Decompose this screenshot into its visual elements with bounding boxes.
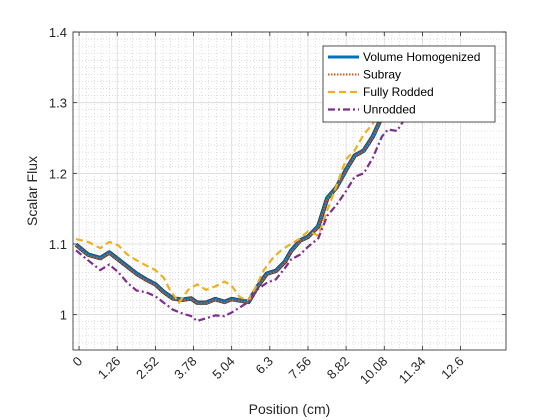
minor-grid	[73, 32, 506, 351]
major-grid	[73, 31, 506, 350]
y-axis-ticks: 1 1.1 1.2 1.3 1.4	[49, 25, 506, 323]
series-line-3	[75, 89, 389, 304]
series-layer	[74, 89, 414, 323]
series-line-2	[75, 103, 389, 305]
legend-label-2: Subray	[363, 68, 401, 82]
legend: Volume Homogenized Subray Fully Rodded Unro…	[322, 45, 496, 123]
y-tick-label: 1.1	[49, 237, 67, 252]
plot-frame	[72, 31, 507, 351]
legend-box	[322, 45, 496, 123]
y-axis-label: Scalar Flux	[24, 156, 40, 226]
y-tick-label: 1.3	[49, 96, 67, 111]
series-line-4	[75, 102, 414, 323]
y-tick-label: 1.2	[49, 166, 67, 181]
x-axis-label: Position (cm)	[249, 401, 331, 417]
legend-label-1: Volume Homogenized	[363, 50, 480, 64]
y-tick-label: 1	[60, 308, 67, 323]
y-tick-label: 1.4	[49, 25, 67, 40]
legend-label-3: Fully Rodded	[363, 85, 434, 99]
legend-label-4: Unrodded	[363, 103, 416, 117]
